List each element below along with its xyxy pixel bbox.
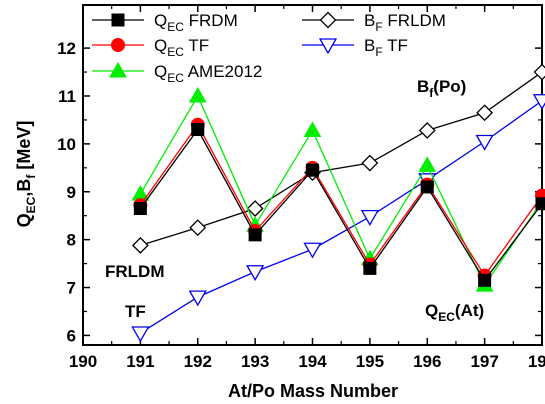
data-point [188,290,207,307]
data-point [418,156,437,172]
y-axis-label-sub2: f [24,174,38,179]
legend-marker [318,38,338,55]
legend-label: BF FRLDM [364,11,446,34]
series-layer [131,63,545,343]
data-point [476,104,494,122]
series-0 [133,123,545,287]
annotation-frldm: FRLDM [105,262,164,281]
y-axis-label-mid: ,B [14,179,34,197]
data-point [133,202,147,216]
data-point [303,121,322,137]
data-point [248,228,262,242]
y-axis-label-tail: [MeV] [14,121,34,175]
x-tick-label: 193 [241,352,269,371]
legend-label: QEC TF [154,36,209,59]
annotation-tf: TF [125,302,146,321]
x-tick-label: 191 [126,352,154,371]
data-point [418,122,436,139]
y-axis-label-sub1: EC [24,196,38,213]
series-line [139,123,543,277]
legend-item-4: BF TF [302,36,408,59]
data-point [361,154,379,172]
series-line [140,100,543,334]
y-axis-label-main: Q [14,213,34,227]
legend-marker [111,38,125,52]
y-tick-label: 9 [67,183,76,202]
data-point [420,180,434,194]
legend-item-3: BF FRLDM [302,11,446,34]
annotation-bfpo: Bf(Po) [417,77,466,100]
legend-marker [109,61,127,78]
y-tick-label: 6 [67,326,76,345]
y-tick-label: 10 [57,135,76,154]
data-point [191,123,205,137]
legend-label: BF TF [364,36,408,59]
data-point [131,326,150,343]
data-point [189,219,207,237]
data-point [131,236,149,254]
data-point [532,94,545,111]
data-point [246,265,265,282]
data-point [535,197,545,211]
x-tick-label: 198 [528,352,545,371]
x-tick-label: 194 [298,352,327,371]
data-point [188,86,207,103]
legend-item-1: QEC TF [92,36,209,59]
y-axis-label: QEC,Bf [MeV] [14,121,38,228]
data-point [303,242,322,259]
series-line [140,71,543,247]
data-point [363,261,377,275]
legend-marker [319,11,337,29]
annotation-qecat: QEC(At) [425,301,484,324]
series-line [139,128,543,282]
legend-marker [111,13,125,27]
annotations: Bf(Po) FRLDM TF QEC(At) [105,77,484,324]
x-tick-label: 190 [69,352,97,371]
data-point [306,163,319,177]
y-tick-label: 7 [67,279,76,298]
x-tick-label: 192 [184,352,212,371]
axes: 190 191 192 193 194 195 196 197 198 6 7 8 9 10 11 12 [57,4,545,371]
x-tick-label: 197 [470,352,498,371]
legend-item-0: QEC FRDM [92,11,238,34]
x-tick-label: 195 [356,352,384,371]
data-point [360,210,379,226]
data-point [478,273,492,287]
y-tick-label: 11 [58,87,76,106]
legend-label: QEC AME2012 [154,62,262,85]
y-tick-label: 12 [57,39,76,58]
data-point [533,63,545,81]
y-tick-label: 8 [67,231,76,250]
x-tick-label: 196 [413,352,441,371]
x-axis-label: At/Po Mass Number [228,381,398,401]
data-point [246,200,264,217]
legend-label: QEC FRDM [154,11,238,34]
legend-item-2: QEC AME2012 [92,61,262,85]
data-point [475,134,494,151]
